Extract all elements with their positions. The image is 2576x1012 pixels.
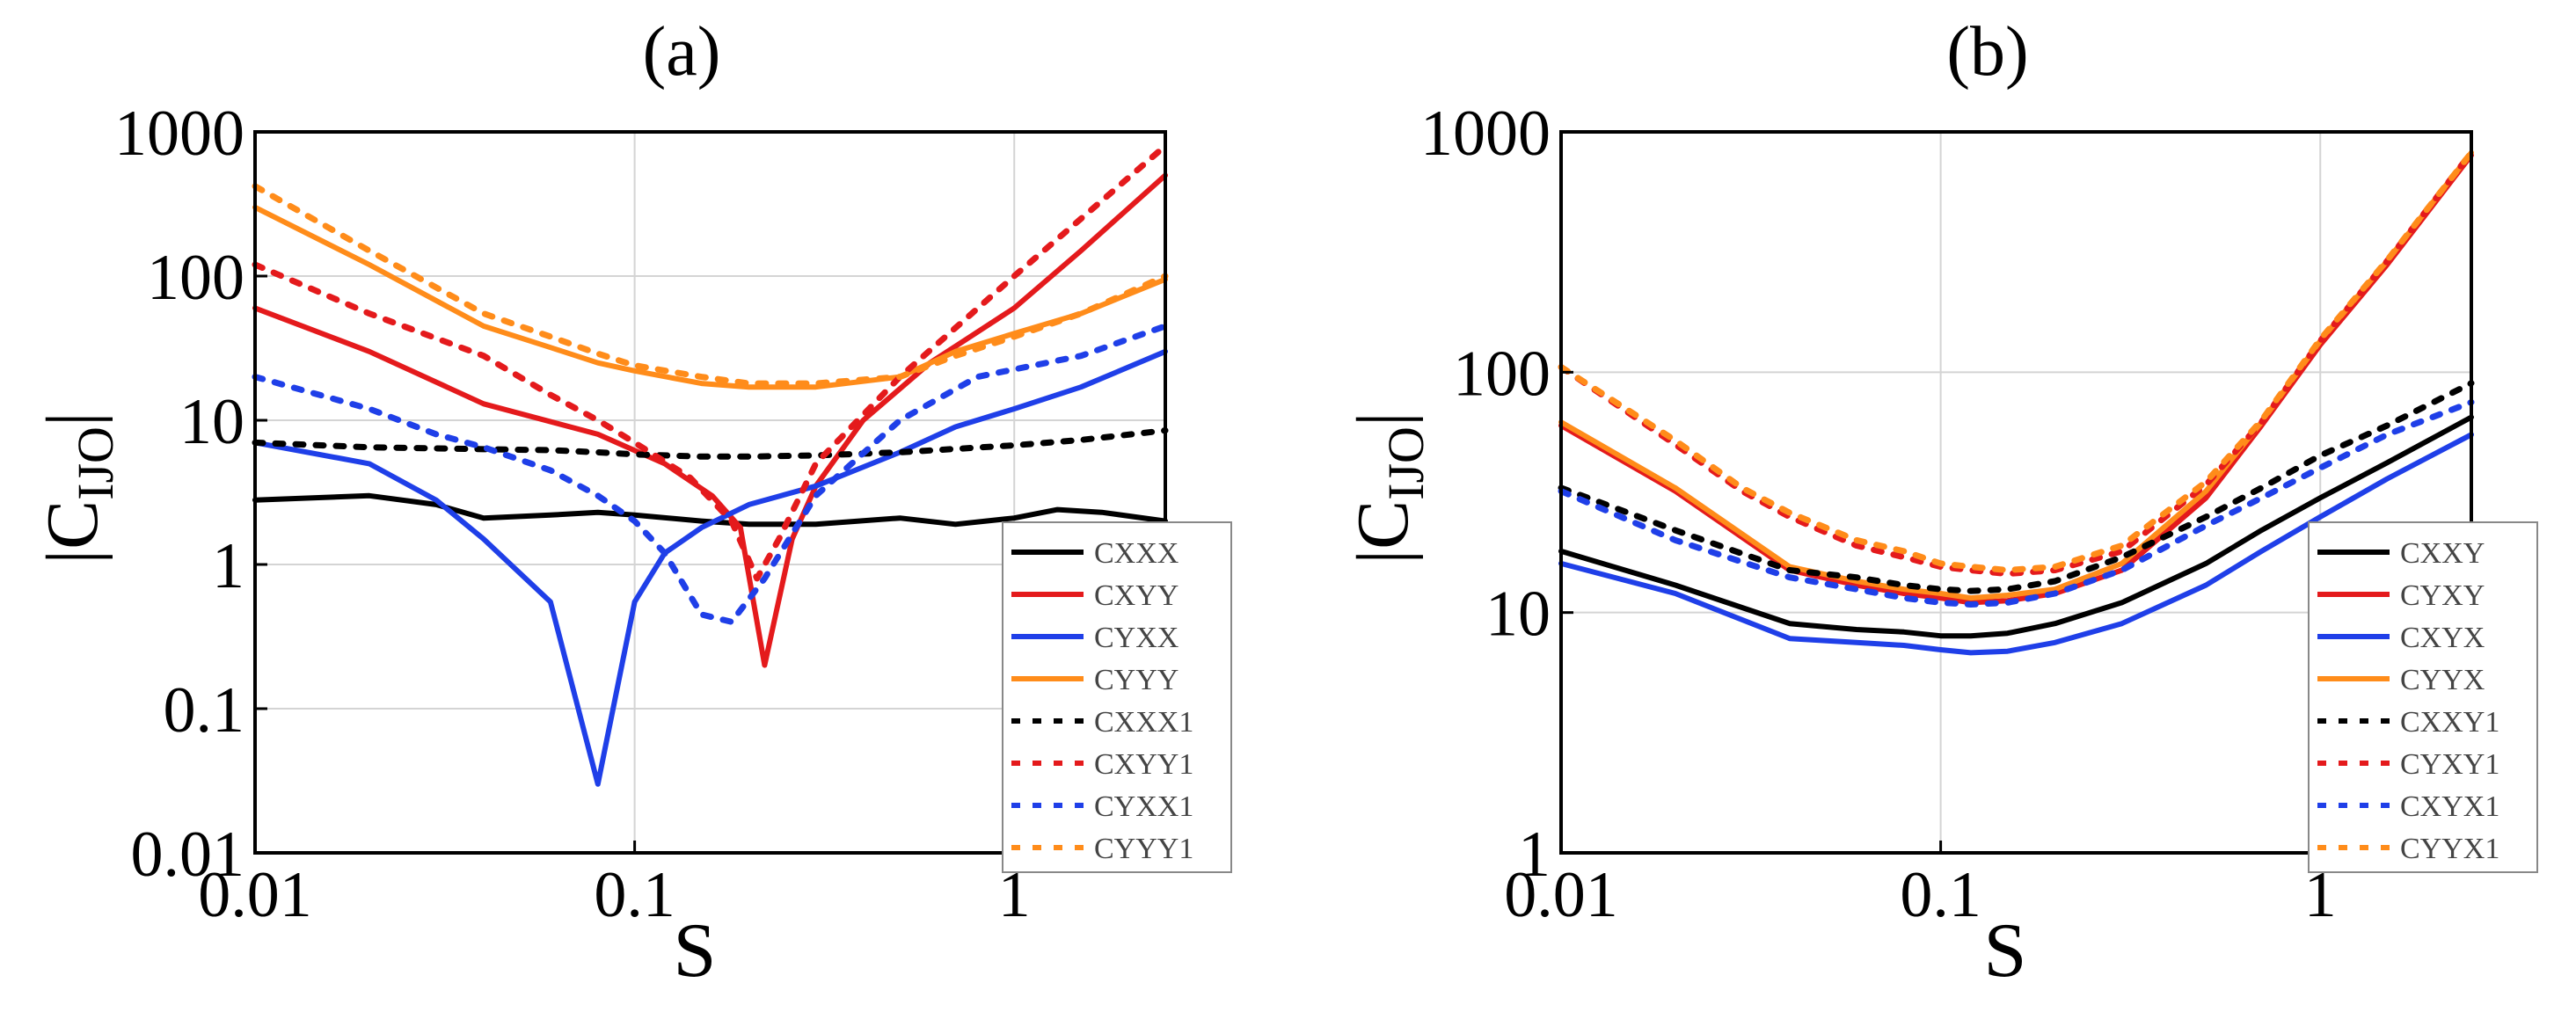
panel-a-title: (a) xyxy=(643,13,721,91)
panel-b-legend-entries: CXXY CYXY CXYX CYYX CXXY1 CYXY1 CXYX1 CYYX1 xyxy=(2317,537,2499,865)
series-line-cyxx1 xyxy=(252,323,1169,625)
panel-a-series xyxy=(252,142,1169,787)
panel-b-x-axis-label: S xyxy=(1984,908,2027,994)
panel-b-y-tick-label: 10 xyxy=(1485,579,1551,651)
panel-b-x-tick-label: 0.1 xyxy=(1900,859,1981,931)
panel-b-y-axis-label: |CIJO| xyxy=(1342,411,1434,564)
series-line-cxxy xyxy=(1558,414,2474,639)
legend-label-cyyy: CYYY xyxy=(1094,664,1179,696)
legend-label-cyxx: CYXX xyxy=(1094,622,1179,654)
panel-a-y-axis-label: |CIJO| xyxy=(32,411,124,564)
legend-label-cxyy: CXYY xyxy=(1094,579,1179,612)
panel-a-y-tick-label: 1 xyxy=(212,530,244,602)
legend-label-cyxy1: CYXY1 xyxy=(2400,748,2499,781)
panel-b-plot-frame xyxy=(1559,130,2473,855)
series-line-cyyy xyxy=(252,204,1168,390)
panel-a-legend: CXXX CXYY CYXX CYYY CXXX1 CXYY1 CYXX1 CYYY1 xyxy=(1002,521,1232,873)
legend-label-cxyx1: CXYX1 xyxy=(2400,790,2499,823)
panel-a-plot-frame xyxy=(253,130,1167,855)
legend-label-cyyx: CYYX xyxy=(2400,664,2485,696)
series-line-cxxy1 xyxy=(1558,380,2475,594)
panel-b-legend-box xyxy=(2308,521,2538,873)
legend-label-cyyy1: CYYY1 xyxy=(1094,833,1193,865)
panel-b-y-tick-label: 1000 xyxy=(1420,98,1551,170)
legend-label-cxxx1: CXXX1 xyxy=(1094,706,1193,739)
legend-label-cyxx1: CYXX1 xyxy=(1094,790,1193,823)
series-line-cxyx xyxy=(1558,432,2474,656)
series-line-cxyy xyxy=(252,172,1168,668)
panel-b-title: (b) xyxy=(1946,13,2028,91)
series-line-cyxx xyxy=(252,348,1168,787)
series-line-cxyx1 xyxy=(1558,399,2475,608)
panel-a-x-axis-label: S xyxy=(674,908,717,994)
panel-a-y-tick-label: 1000 xyxy=(114,98,244,170)
panel-a-y-tick-label: 0.1 xyxy=(164,674,245,746)
panel-a-y-tick-label: 10 xyxy=(179,386,244,458)
panel-b-legend: CXXY CYXY CXYX CYYX CXXY1 CYXY1 CXYX1 CYYX1 xyxy=(2308,521,2538,873)
panel-b-x-tick-label: 0.01 xyxy=(1504,859,1618,931)
panel-a-legend-box xyxy=(1002,521,1232,873)
panel-a-legend-entries: CXXX CXYY CYXX CYYY CXXX1 CXYY1 CYXX1 CYYY1 xyxy=(1011,537,1193,865)
panel-a-x-tick-label: 0.01 xyxy=(198,859,312,931)
series-line-cxyy1 xyxy=(252,142,1169,582)
panel-b-y-tick-label: 1 xyxy=(1518,819,1551,891)
panel-b-y-tick-label: 100 xyxy=(1453,338,1551,410)
series-line-cxxx1 xyxy=(252,427,1169,460)
legend-label-cxxy1: CXXY1 xyxy=(2400,706,2499,739)
series-line-cxxx xyxy=(252,492,1168,528)
series-line-cyyy1 xyxy=(252,183,1169,387)
panel-b-series xyxy=(1558,149,2475,656)
series-line-cyyx1 xyxy=(1558,149,2475,573)
panel-a-x-tick-label: 0.1 xyxy=(594,859,675,931)
legend-label-cxyx: CXYX xyxy=(2400,622,2485,654)
panel-a-y-tick-label: 0.01 xyxy=(131,819,245,891)
panel-a-y-tick-label: 100 xyxy=(147,242,244,314)
legend-label-cxyy1: CXYY1 xyxy=(1094,748,1193,781)
legend-label-cxxx: CXXX xyxy=(1094,537,1179,570)
legend-label-cyyx1: CYYX1 xyxy=(2400,833,2499,865)
legend-label-cyxy: CYXY xyxy=(2400,579,2485,612)
legend-label-cxxy: CXXY xyxy=(2400,537,2485,570)
